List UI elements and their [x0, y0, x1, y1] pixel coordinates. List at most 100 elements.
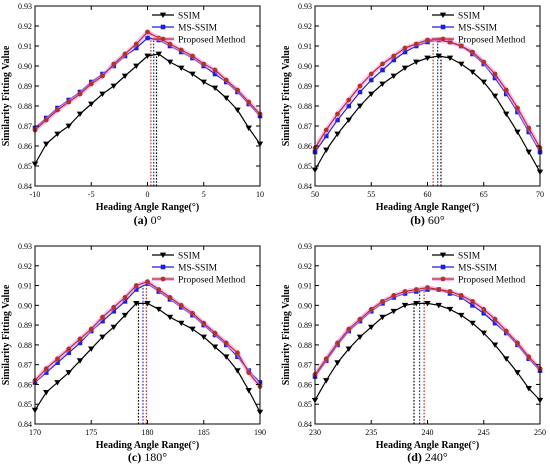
- data-point: [178, 302, 184, 308]
- x-axis-label: Heading Angle Range(°): [96, 440, 199, 451]
- caption-angle: 240°: [422, 450, 448, 464]
- y-tick-label: 0.92: [298, 262, 312, 271]
- data-point: [356, 103, 364, 109]
- data-point: [110, 324, 117, 331]
- data-point: [133, 63, 140, 69]
- data-point: [133, 287, 139, 292]
- data-point: [435, 302, 442, 309]
- data-point: [458, 293, 464, 298]
- y-tick-label: 0.89: [18, 82, 32, 91]
- y-tick-label: 0.89: [18, 321, 32, 330]
- legend-label: SSIM: [458, 252, 481, 262]
- data-point: [356, 334, 364, 340]
- series-proposed-method: [312, 37, 543, 151]
- y-tick-label: 0.88: [298, 102, 312, 111]
- y-tick-label: 0.88: [298, 341, 312, 350]
- x-tick-label: 180: [142, 428, 154, 437]
- data-point: [323, 356, 329, 362]
- data-point: [200, 334, 207, 340]
- data-point: [346, 97, 352, 103]
- legend-label: Proposed Method: [458, 276, 526, 286]
- x-axis-label: Heading Angle Range(°): [376, 440, 479, 451]
- legend: SSIM MS-SSIM Proposed Method: [432, 252, 526, 286]
- data-point: [436, 287, 442, 292]
- data-point: [435, 53, 442, 59]
- data-point: [458, 61, 465, 67]
- data-point: [122, 295, 128, 300]
- y-axis-label: Similarity Fitting Value: [281, 284, 292, 385]
- x-tick-label: 5: [202, 190, 206, 199]
- y-tick-label: 0.86: [298, 380, 312, 389]
- data-point: [492, 320, 498, 326]
- data-point: [189, 71, 196, 77]
- y-tick-label: 0.84: [18, 420, 32, 429]
- y-tick-label: 0.92: [18, 262, 32, 271]
- data-point: [481, 306, 487, 312]
- data-point: [503, 328, 509, 334]
- x-tick-label: 245: [478, 428, 490, 437]
- data-point: [514, 370, 521, 376]
- legend-swatch-marker: [440, 276, 446, 282]
- caption-angle: 0°: [148, 213, 162, 227]
- x-axis-label: Heading Angle Range(°): [376, 202, 479, 213]
- data-point: [334, 360, 341, 366]
- data-point: [55, 356, 60, 362]
- data-point: [380, 61, 385, 67]
- data-point: [391, 53, 397, 59]
- data-point: [481, 310, 487, 316]
- data-point: [246, 99, 252, 105]
- data-point: [223, 77, 229, 83]
- data-point: [122, 51, 128, 57]
- data-point: [323, 133, 329, 139]
- chart-panel-d: 0.84 0.85 0.86 0.87 0.88 0.89 0.90 0.91 0.92 0.93…: [281, 242, 546, 464]
- x-tick-label: 55: [367, 190, 375, 199]
- legend: SSIM MS-SSIM Proposed Method: [432, 12, 526, 46]
- legend-swatch-marker: [160, 276, 166, 282]
- data-point: [100, 318, 105, 324]
- x-tick-label: 175: [85, 428, 97, 437]
- series-line: [34, 53, 261, 165]
- y-tick-label: 0.92: [298, 22, 312, 31]
- data-point: [76, 111, 84, 117]
- data-point: [245, 387, 252, 394]
- plot-frame: [34, 245, 261, 425]
- data-point: [391, 57, 397, 63]
- data-point: [201, 320, 207, 326]
- data-point: [54, 380, 61, 386]
- data-point: [390, 308, 397, 315]
- data-point: [65, 370, 72, 376]
- data-point: [368, 77, 374, 83]
- data-point: [211, 344, 219, 350]
- legend-swatch-marker: [160, 36, 166, 42]
- y-tick-label: 0.86: [298, 142, 312, 151]
- y-tick-label: 0.88: [18, 102, 32, 111]
- data-point: [413, 300, 420, 307]
- data-point: [223, 354, 230, 360]
- data-point: [345, 117, 352, 123]
- data-point: [470, 49, 475, 55]
- data-point: [212, 71, 218, 77]
- data-point: [166, 314, 174, 321]
- y-tick-label: 0.93: [18, 2, 32, 11]
- data-point: [122, 299, 128, 304]
- y-axis-label: Similarity Fitting Value: [281, 45, 292, 146]
- panel-caption: (b) 60°: [410, 213, 445, 227]
- data-point: [133, 283, 139, 288]
- series-ssim: [31, 300, 264, 416]
- data-point: [66, 350, 72, 356]
- data-point: [446, 55, 454, 61]
- legend-label: Proposed Method: [178, 276, 246, 286]
- data-point: [447, 289, 453, 294]
- data-point: [525, 149, 532, 155]
- data-point: [167, 41, 173, 47]
- data-point: [334, 131, 341, 137]
- data-point: [43, 117, 49, 123]
- data-point: [246, 370, 252, 375]
- data-point: [425, 37, 430, 43]
- data-point: [458, 43, 464, 49]
- data-point: [413, 287, 419, 292]
- data-point: [368, 324, 375, 331]
- data-point: [491, 93, 499, 99]
- y-tick-label: 0.91: [18, 42, 32, 51]
- data-point: [88, 101, 95, 107]
